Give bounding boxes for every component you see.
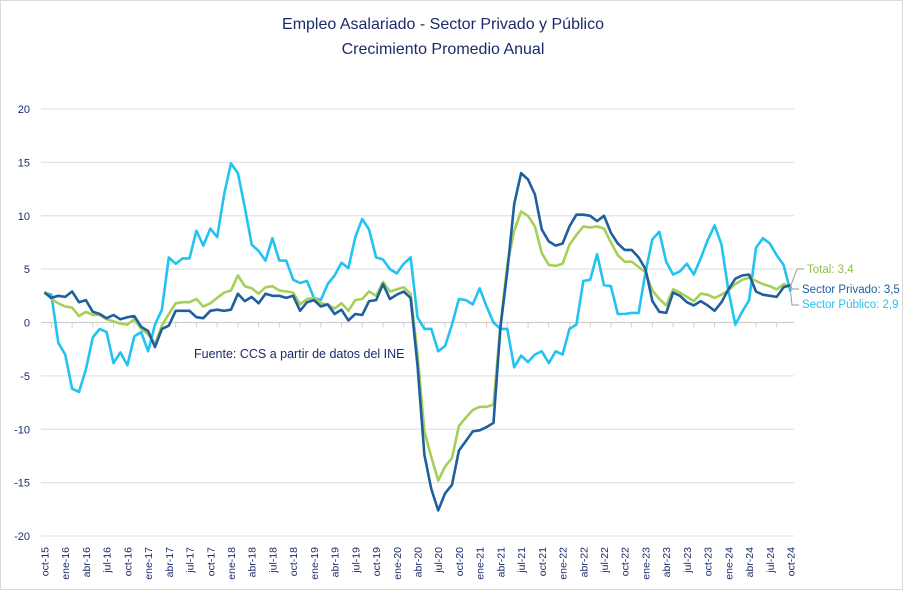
x-tick-label: oct-17 [205,547,217,576]
x-tick-label: oct-20 [454,547,466,576]
series-line-sector-privado [43,171,791,512]
end-label: Sector Privado: 3,5 [802,284,900,296]
label-leader-line [790,291,799,306]
y-axis: 20 15 10 5 0 -5 -10 -15 -20 [14,104,30,543]
y-tick-label: -15 [14,478,30,490]
x-tick-label: jul-18 [267,547,279,574]
x-tick-label: ene-24 [723,547,735,580]
x-tick-label: jul-17 [185,547,197,574]
x-tick-label: ene-19 [309,547,321,580]
y-tick-label: -5 [20,371,30,383]
x-tick-label: jul-23 [682,547,694,574]
series-lines [43,162,792,512]
x-tick-label: oct-23 [703,547,715,576]
x-tick-label: ene-17 [143,547,155,580]
x-tick-label: abr-21 [495,547,507,578]
x-tick-label: jul-21 [516,547,528,574]
y-tick-label: 5 [24,264,30,276]
end-labels: Sector Público: 2,9 Total: 3,4 Sector Priv… [790,264,900,311]
y-tick-label: -20 [14,531,30,543]
x-tick-label: jul-22 [599,547,611,574]
end-label: Total: 3,4 [807,264,854,276]
x-tick-label: abr-16 [81,547,93,578]
x-tick-label: ene-20 [392,547,404,580]
y-tick-label: -10 [14,424,30,436]
y-tick-label: 10 [18,211,30,223]
chart-subtitle: Crecimiento Promedio Anual [342,41,545,58]
gridlines [41,108,794,537]
x-tick-label: oct-16 [122,547,134,576]
x-tick-label: jul-19 [350,547,362,574]
x-tick-label: oct-22 [620,547,632,576]
y-tick-label: 20 [18,104,30,116]
chart-title: Empleo Asalariado - Sector Privado y Púb… [282,16,604,33]
y-tick-label: 15 [18,157,30,169]
x-tick-label: ene-23 [640,547,652,580]
x-tick-label: abr-17 [164,547,176,578]
label-leader-line [790,268,804,287]
x-tick-label: ene-16 [60,547,72,580]
x-tick-label: ene-21 [475,547,487,580]
x-tick-label: oct-19 [371,547,383,576]
x-tick-label: oct-21 [537,547,549,576]
series-line-sector-p-blico [44,162,792,394]
source-note: Fuente: CCS a partir de datos del INE [194,347,405,361]
x-tick-label: oct-15 [39,547,51,576]
x-tick-label: ene-22 [558,547,570,580]
x-axis: oct-15 ene-16 abr-16 jul-16 oct-16 ene-17 abr-… [39,322,798,580]
x-tick-label: jul-24 [765,547,777,574]
x-tick-label: abr-23 [661,547,673,578]
label-leader-line [790,284,799,290]
end-label: Sector Público: 2,9 [802,299,899,311]
x-tick-label: jul-16 [102,547,114,574]
x-tick-label: oct-24 [786,547,798,576]
x-tick-label: abr-22 [578,547,590,578]
x-tick-label: abr-20 [413,547,425,578]
x-tick-label: oct-18 [288,547,300,576]
y-tick-label: 0 [24,318,30,330]
x-tick-label: abr-19 [330,547,342,578]
x-tick-label: ene-18 [226,547,238,580]
x-tick-label: abr-24 [744,547,756,578]
x-tick-label: abr-18 [247,547,259,578]
x-tick-label: jul-20 [433,547,445,574]
